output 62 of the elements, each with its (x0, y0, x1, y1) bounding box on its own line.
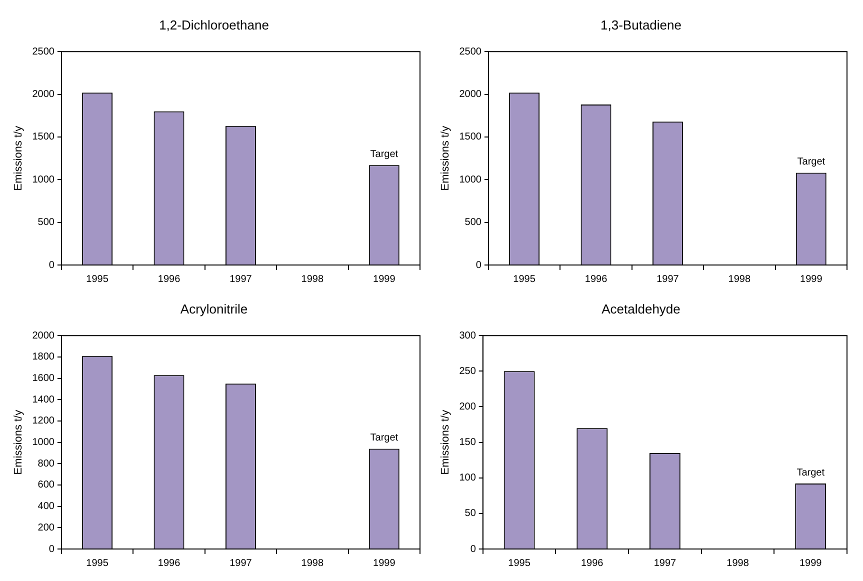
y-tick-label: 0 (48, 544, 55, 555)
x-tick-label: 1999 (800, 274, 823, 285)
annotation: Target (370, 148, 398, 160)
y-axis-title: Emissions t/y (12, 125, 25, 191)
y-tick-label: 1500 (32, 132, 55, 143)
y-tick-label: 0 (470, 544, 476, 555)
y-axis-title: Emissions t/y (440, 125, 452, 191)
y-tick-label: 500 (38, 217, 55, 228)
annotation: Target (796, 467, 825, 478)
y-tick-label: 1400 (32, 394, 55, 406)
y-tick-label: 300 (459, 330, 476, 342)
y-tick-label: 2500 (459, 46, 482, 58)
y-tick-label: 1200 (32, 416, 55, 427)
y-tick-label: 1000 (32, 437, 55, 448)
chart-title: Acrylonitrile (180, 301, 248, 316)
chart-title: 1,3-Butadiene (600, 17, 682, 32)
x-tick-label: 1995 (513, 274, 536, 285)
y-tick-label: 2500 (32, 46, 55, 58)
y-tick-label: 0 (48, 260, 55, 271)
x-tick-label: 1995 (508, 558, 531, 569)
y-tick-label: 50 (464, 508, 476, 520)
y-tick-label: 200 (459, 401, 476, 412)
y-tick-label: 1800 (32, 352, 55, 363)
x-tick-label: 1998 (728, 274, 751, 285)
y-axis-title: Emissions t/y (12, 409, 25, 475)
y-tick-label: 600 (38, 480, 55, 491)
x-tick-label: 1996 (580, 558, 604, 569)
x-tick-label: 1995 (86, 558, 109, 569)
y-tick-label: 200 (38, 522, 55, 534)
y-tick-label: 2000 (459, 89, 482, 100)
y-tick-label: 1000 (459, 174, 482, 186)
x-tick-label: 1998 (301, 274, 324, 285)
y-tick-label: 250 (459, 366, 476, 377)
y-tick-label: 0 (476, 260, 482, 271)
y-tick-label: 100 (459, 472, 476, 484)
x-tick-label: 1996 (158, 274, 181, 285)
x-tick-label: 1997 (654, 558, 676, 569)
y-axis-title: Emissions t/y (440, 409, 452, 475)
y-tick-label: 500 (464, 217, 482, 228)
x-tick-label: 1999 (373, 558, 396, 569)
x-tick-label: 1996 (584, 274, 608, 285)
chart-title: Acetaldehyde (602, 301, 680, 316)
x-tick-label: 1996 (158, 558, 181, 569)
y-tick-label: 400 (38, 501, 55, 512)
x-tick-label: 1997 (230, 558, 252, 569)
x-tick-label: 1999 (373, 274, 396, 285)
x-tick-label: 1998 (726, 558, 750, 569)
x-tick-label: 1997 (656, 274, 680, 285)
y-tick-label: 150 (459, 437, 476, 448)
y-tick-label: 2000 (32, 330, 55, 342)
y-tick-label: 1000 (32, 174, 55, 186)
x-tick-label: 1997 (230, 274, 252, 285)
y-tick-label: 1500 (459, 132, 482, 143)
chart-title: 1,2-Dichloroethane (159, 17, 269, 32)
x-tick-label: 1998 (301, 558, 324, 569)
y-tick-label: 800 (38, 458, 55, 470)
x-tick-label: 1995 (86, 274, 109, 285)
annotation: Target (797, 156, 826, 168)
y-tick-label: 2000 (32, 89, 55, 100)
annotation: Target (370, 432, 398, 444)
y-tick-label: 1600 (32, 373, 55, 384)
x-tick-label: 1999 (799, 558, 822, 569)
